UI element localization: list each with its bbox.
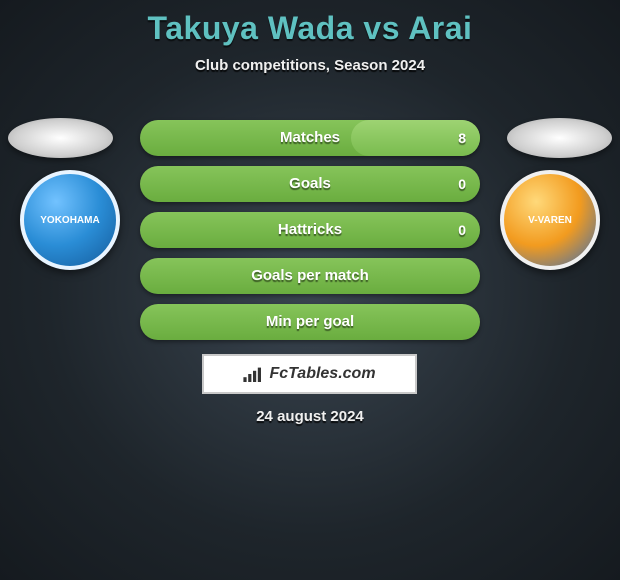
stat-label: Min per goal — [140, 304, 480, 340]
comparison-bars: Matches 8 Goals 0 Hattricks 0 Goals per … — [140, 120, 480, 350]
stat-row: Goals 0 — [140, 166, 480, 202]
player-avatar-right — [507, 118, 612, 158]
club-name-left: YOKOHAMA — [36, 211, 103, 230]
season-subtitle: Club competitions, Season 2024 — [0, 57, 620, 74]
stat-label: Matches — [140, 120, 480, 156]
player-avatar-left — [8, 118, 113, 158]
bar-chart-icon — [243, 366, 263, 382]
stat-row: Hattricks 0 — [140, 212, 480, 248]
stat-value-right: 0 — [458, 212, 466, 248]
club-badge-left: YOKOHAMA — [20, 170, 120, 270]
footer-date: 24 august 2024 — [0, 408, 620, 425]
stat-row: Goals per match — [140, 258, 480, 294]
club-name-right: V-VAREN — [524, 211, 576, 230]
branding: FcTables.com — [202, 354, 417, 394]
stats-card: Takuya Wada vs Arai Club competitions, S… — [0, 0, 620, 580]
stat-label: Goals — [140, 166, 480, 202]
branding-text: FcTables.com — [269, 365, 375, 383]
stat-label: Goals per match — [140, 258, 480, 294]
club-badge-right: V-VAREN — [500, 170, 600, 270]
stat-row: Matches 8 — [140, 120, 480, 156]
stat-label: Hattricks — [140, 212, 480, 248]
page-title: Takuya Wada vs Arai — [0, 0, 620, 47]
stat-row: Min per goal — [140, 304, 480, 340]
stat-value-right: 0 — [458, 166, 466, 202]
stat-value-right: 8 — [458, 120, 466, 156]
